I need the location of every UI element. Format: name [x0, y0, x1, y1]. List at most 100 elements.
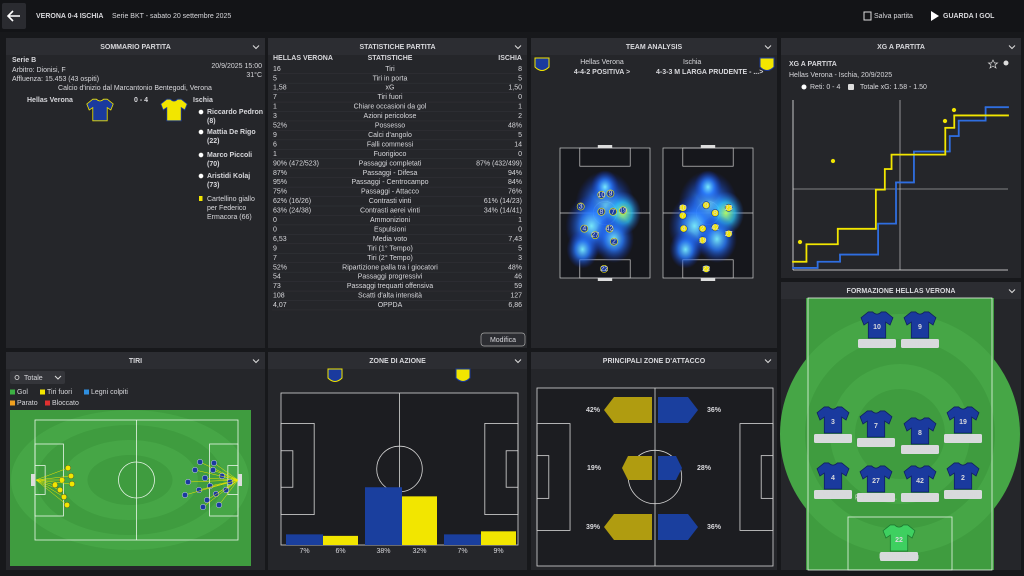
player-number: 9 — [704, 202, 708, 209]
zone-value-label: 32% — [412, 548, 426, 555]
stats-cell: 1,58 — [273, 85, 287, 92]
player-name[interactable]: K. Rüegg — [948, 492, 977, 499]
stats-cell: 0 — [518, 151, 522, 158]
filter-dropdown[interactable] — [10, 371, 65, 384]
xg-title: XG A PARTITA — [789, 61, 837, 68]
stats-cell: 14 — [514, 141, 522, 148]
player-name[interactable]: A. Reca — [821, 436, 846, 443]
player-number: 4 — [682, 226, 686, 233]
away-formation[interactable]: 4-3-3 M LARGA PRUDENTE - ...> — [656, 69, 763, 76]
player-marker — [591, 231, 599, 239]
player-number: 9 — [608, 191, 612, 198]
stats-cell: Passaggi - Centrocampo — [351, 179, 428, 186]
player-marker — [679, 224, 688, 233]
stats-cell: 63% (24/38) — [273, 208, 311, 215]
shirt-icon — [903, 311, 937, 339]
shot-path — [35, 479, 73, 485]
player-name[interactable]: J. Makengo — [815, 492, 851, 499]
pin-icon[interactable] — [1003, 60, 1009, 66]
player-name[interactable]: L. Chichizola — [879, 554, 919, 561]
collapse-icon — [252, 45, 260, 50]
venue: Calcio d'inizio dal Marcantonio Bentegod… — [58, 85, 212, 92]
shot-marker — [199, 504, 206, 511]
star-icon[interactable] — [987, 59, 999, 69]
stats-cell: 16 — [273, 66, 281, 73]
legend-label: Bloccato — [52, 400, 79, 407]
stats-cell: 1 — [273, 151, 277, 158]
player-name-box — [857, 438, 895, 447]
shirt-icon — [859, 465, 893, 493]
player-name[interactable]: O. Duda — [907, 447, 933, 454]
player-name-box — [880, 552, 918, 561]
player-name[interactable]: D. Coppola — [902, 495, 937, 502]
shot-path — [35, 479, 65, 498]
zone-value-label: 38% — [376, 548, 390, 555]
player-name[interactable]: F. Gelli — [865, 440, 887, 447]
shot-path — [199, 461, 239, 481]
shot-marker — [201, 475, 208, 482]
goal-marker — [942, 118, 948, 124]
stats-cell: 4,07 — [273, 302, 287, 309]
yellow-card-icon — [199, 196, 203, 201]
edit-button[interactable] — [480, 332, 526, 347]
yellow-card-text: Ermacora (66) — [207, 214, 252, 221]
shot-path — [213, 462, 239, 481]
filter-label[interactable]: Totale — [24, 375, 43, 382]
stats-cell: 1,50 — [508, 85, 522, 92]
stats-cell: 90% (472/523) — [273, 160, 319, 167]
shirt-icon — [816, 462, 850, 490]
panel-header — [531, 38, 777, 55]
shirt-number: 22 — [895, 537, 903, 544]
stats-cell: 62% (16/26) — [273, 198, 311, 205]
shot-marker — [57, 487, 64, 494]
eye-icon — [14, 375, 20, 380]
goal — [31, 474, 35, 486]
player-name-box — [814, 490, 852, 499]
stats-cell: 0 — [273, 217, 277, 224]
goal-minute: (22) — [207, 138, 219, 145]
player-name[interactable]: T. Henry — [907, 341, 934, 348]
shirt-number: 9 — [918, 324, 922, 331]
shot-marker — [52, 482, 59, 489]
shot-marker — [210, 460, 217, 467]
player-marker — [698, 224, 707, 233]
save-button[interactable]: Salva partita — [874, 13, 913, 20]
stats-cell: 7 — [273, 94, 277, 101]
stats-cell: Azioni pericolose — [364, 113, 417, 120]
stats-cell: 87% (432/499) — [476, 160, 522, 167]
stats-cell: Possesso — [375, 123, 405, 130]
edit-button-label[interactable]: Modifica — [490, 337, 516, 344]
player-marker — [678, 203, 687, 212]
player-name[interactable]: P. Davidowi... — [855, 495, 897, 502]
goal-icon — [198, 152, 204, 158]
goal-scorer: Mattia De Rigo — [207, 129, 256, 136]
player-name[interactable]: S. Bah — [952, 436, 973, 443]
stats-cell: 3 — [273, 113, 277, 120]
player-name[interactable]: F. Pellistri — [862, 341, 892, 348]
shirt-icon — [946, 462, 980, 490]
shot-path — [35, 479, 56, 486]
player-number: 10 — [679, 205, 687, 212]
shot-marker — [67, 473, 74, 480]
shot-path — [194, 469, 239, 481]
watch-goals-button[interactable]: GUARDA I GOL — [943, 13, 995, 20]
player-number: 27 — [725, 231, 733, 238]
stats-cell: Passaggi trequarti offensiva — [347, 283, 433, 290]
legend-swatch — [40, 389, 45, 395]
heatmap-blob — [694, 170, 722, 204]
panel-title: TEAM ANALYSIS — [626, 44, 683, 51]
stats-cell: 9 — [273, 132, 277, 139]
shot-marker — [215, 502, 222, 509]
player-marker — [609, 207, 617, 216]
team-crest — [759, 57, 775, 71]
player-number: 19 — [619, 208, 627, 215]
shot-marker — [196, 459, 203, 466]
heatmap-blob — [697, 215, 737, 263]
zone-bar — [323, 535, 358, 545]
shirt-icon — [816, 406, 850, 434]
stats-cell: 7,43 — [508, 236, 522, 243]
player-marker — [576, 202, 585, 211]
player-marker — [619, 206, 627, 215]
home-formation[interactable]: 4-4-2 POSITIVA > — [574, 69, 630, 76]
xg-goals: Reti: 0 - 4 — [810, 84, 840, 91]
